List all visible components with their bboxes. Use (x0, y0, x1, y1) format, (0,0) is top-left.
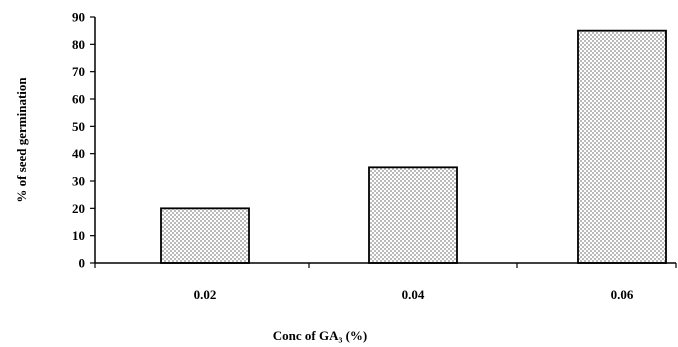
y-tick-label: 70 (72, 64, 85, 79)
y-tick-label: 90 (72, 10, 85, 25)
x-tick-label: 0.02 (194, 287, 217, 302)
y-tick-label: 60 (72, 92, 85, 107)
y-tick-label: 0 (79, 256, 86, 271)
x-axis-ticks: 0.02 0.04 0.06 (94, 263, 677, 302)
y-tick-label: 80 (72, 37, 85, 52)
x-tick-label: 0.06 (611, 287, 634, 302)
bar (577, 29, 667, 264)
bar (368, 166, 458, 264)
y-tick-label: 30 (72, 174, 85, 189)
y-tick-label: 40 (72, 146, 85, 161)
y-axis-title: % of seed germination (14, 77, 29, 203)
y-tick-label: 10 (72, 228, 85, 243)
y-tick-label: 50 (72, 119, 85, 134)
x-tick-label: 0.04 (402, 287, 425, 302)
bar (160, 207, 250, 264)
x-axis-title: Conc of GA₃ (%) (273, 328, 368, 343)
bars (160, 29, 667, 264)
y-axis-ticks: 0 10 20 30 40 50 60 70 80 90 (72, 10, 95, 271)
y-tick-label: 20 (72, 201, 85, 216)
